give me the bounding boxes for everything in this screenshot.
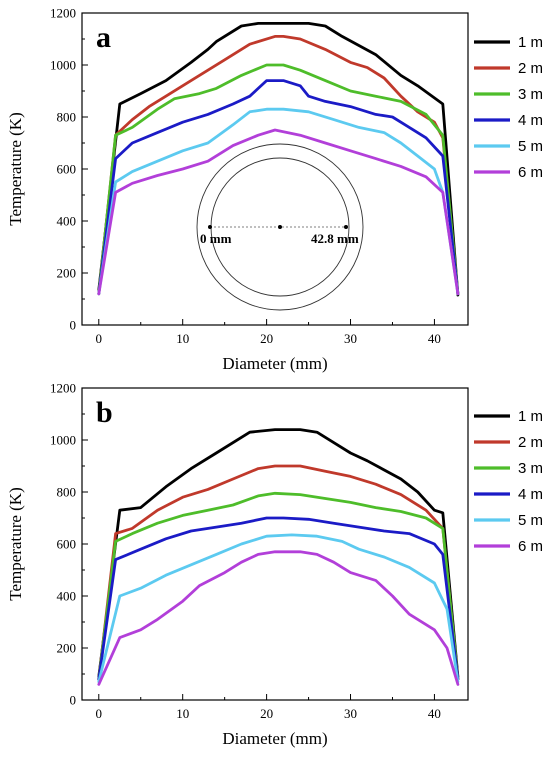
legend-label-4: 4 m xyxy=(518,486,543,503)
legend-label-2: 2 m xyxy=(518,434,543,451)
inset-right-label: 42.8 mm xyxy=(311,231,359,246)
y-axis-title: Temperature (K) xyxy=(6,112,25,226)
panel-a: 0 200 400 600 800 1000 1200 0 10 20 30 40 Diameter (… xyxy=(6,6,543,374)
series-line-1 xyxy=(97,21,460,297)
y-tick-label: 0 xyxy=(70,693,77,708)
legend-label-4: 4 m xyxy=(518,112,543,129)
legend-label-6: 6 m xyxy=(518,538,543,555)
x-tick-label: 30 xyxy=(344,331,357,346)
series-line-4 xyxy=(97,516,460,681)
x-tick-label: 30 xyxy=(344,706,357,721)
y-tick-label: 1200 xyxy=(50,381,76,396)
legend-label-1: 1 m xyxy=(518,408,543,425)
x-tick-label: 0 xyxy=(96,331,103,346)
panel-label: a xyxy=(96,21,111,54)
y-tick-label: 1000 xyxy=(50,433,76,448)
y-tick-label: 0 xyxy=(70,318,77,333)
legend-label-1: 1 m xyxy=(518,34,543,51)
inset-left-label: 0 mm xyxy=(200,231,232,246)
panel-label: b xyxy=(96,396,113,429)
series-line-2 xyxy=(97,464,460,681)
y-tick-label: 600 xyxy=(57,537,77,552)
x-tick-label: 40 xyxy=(428,331,441,346)
y-tick-label: 1200 xyxy=(50,6,76,21)
x-tick-label: 0 xyxy=(96,706,103,721)
y-tick-label: 800 xyxy=(57,485,77,500)
y-axis-title: Temperature (K) xyxy=(6,487,25,601)
y-tick-label: 200 xyxy=(57,266,77,281)
y-tick-label: 400 xyxy=(57,589,77,604)
plot-frame xyxy=(81,387,469,701)
x-tick-label: 10 xyxy=(176,706,189,721)
series-line-4 xyxy=(97,79,460,296)
series-line-6 xyxy=(97,128,460,296)
panel-b: 0 200 400 600 800 1000 1200 0 10 20 30 40 Diameter (… xyxy=(6,381,543,749)
series-line-6 xyxy=(97,550,460,686)
x-tick-label: 20 xyxy=(260,331,273,346)
y-tick-label: 600 xyxy=(57,162,77,177)
legend-label-3: 3 m xyxy=(518,460,543,477)
legend-label-3: 3 m xyxy=(518,86,543,103)
x-axis-title: Diameter (mm) xyxy=(222,729,327,748)
y-tick-label: 400 xyxy=(57,214,77,229)
x-tick-label: 20 xyxy=(260,706,273,721)
series-line-3 xyxy=(97,491,460,681)
x-tick-label: 40 xyxy=(428,706,441,721)
series-line-2 xyxy=(97,35,460,296)
diameter-start-dot xyxy=(208,225,212,229)
x-axis-title: Diameter (mm) xyxy=(222,354,327,373)
diameter-end-dot xyxy=(344,225,348,229)
legend-label-6: 6 m xyxy=(518,164,543,181)
series-line-5 xyxy=(97,107,460,296)
center-dot xyxy=(278,225,282,229)
series-line-3 xyxy=(97,63,460,296)
x-tick-label: 10 xyxy=(176,331,189,346)
series-line-5 xyxy=(97,533,460,684)
series-line-1 xyxy=(97,428,460,678)
legend-label-5: 5 m xyxy=(518,138,543,155)
legend-label-5: 5 m xyxy=(518,512,543,529)
legend-label-2: 2 m xyxy=(518,60,543,77)
y-tick-label: 800 xyxy=(57,110,77,125)
y-tick-label: 1000 xyxy=(50,58,76,73)
pipe-outer-circle xyxy=(196,143,364,311)
y-tick-label: 200 xyxy=(57,641,77,656)
